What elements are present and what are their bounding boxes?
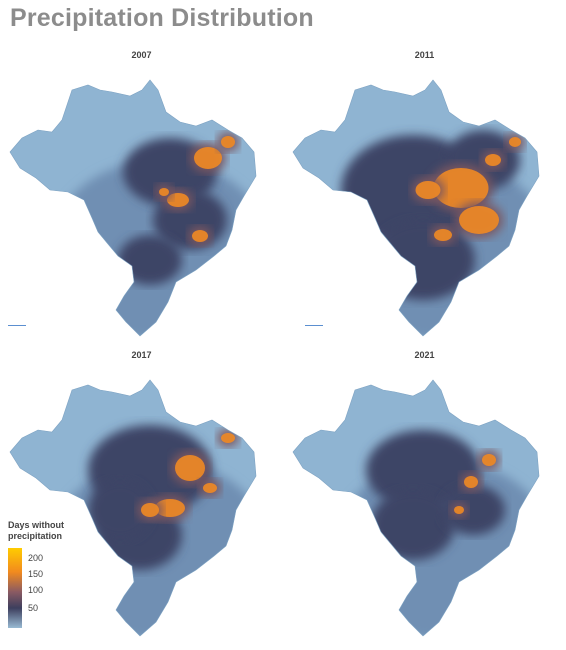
region-fill xyxy=(221,433,235,443)
region-fill xyxy=(434,229,452,241)
region-fill xyxy=(415,181,441,199)
region-fill xyxy=(482,454,496,466)
region-fill xyxy=(194,147,222,169)
map-panel-2011: 2011 xyxy=(283,50,566,350)
region-fill xyxy=(88,480,152,540)
region-fill xyxy=(159,188,169,196)
region-fill xyxy=(141,503,159,517)
region-fill xyxy=(454,506,464,514)
country-border xyxy=(292,79,540,337)
region-fill xyxy=(192,230,208,242)
country-border xyxy=(9,79,257,337)
region-fill xyxy=(371,490,455,560)
region-fill xyxy=(221,136,235,148)
country-border xyxy=(9,379,257,637)
region-fill xyxy=(485,154,501,166)
region-fill xyxy=(459,206,499,234)
brazil-map xyxy=(9,379,257,637)
legend-tick-150: 150 xyxy=(28,569,44,579)
map-panel-2017: 2017 xyxy=(0,350,283,650)
legend-color-bar xyxy=(8,548,22,628)
region-fill xyxy=(441,485,505,535)
region-fill xyxy=(203,483,217,493)
brazil-map xyxy=(9,79,257,337)
region-fill xyxy=(464,476,478,488)
region-fill xyxy=(167,193,189,207)
panel-year-label: 2021 xyxy=(414,350,435,360)
region-fill xyxy=(366,430,480,510)
region-fill xyxy=(175,455,205,481)
scale-bar xyxy=(8,325,26,326)
legend-title-line1: Days without xyxy=(8,520,65,530)
region-fill xyxy=(118,235,182,285)
panel-year-label: 2017 xyxy=(131,350,152,360)
legend-tick-50: 50 xyxy=(28,603,39,613)
map-panel-2021: 2021 xyxy=(283,350,566,650)
color-legend: Days without precipitation 200 150 100 5… xyxy=(8,520,88,632)
brazil-map xyxy=(292,379,540,637)
legend-title-line2: precipitation xyxy=(8,531,63,541)
region-fill xyxy=(371,220,475,300)
country-border xyxy=(292,379,540,637)
panel-year-label: 2007 xyxy=(131,50,152,60)
legend-tick-200: 200 xyxy=(28,553,44,563)
region-fill xyxy=(509,137,521,147)
region-fill xyxy=(433,168,489,208)
map-panel-2007: 2007 xyxy=(0,50,283,350)
legend-tick-100: 100 xyxy=(28,585,44,595)
brazil-map xyxy=(292,79,540,337)
scale-bar xyxy=(305,325,323,326)
panel-year-label: 2011 xyxy=(414,50,435,60)
page-title: Precipitation Distribution xyxy=(10,4,314,32)
